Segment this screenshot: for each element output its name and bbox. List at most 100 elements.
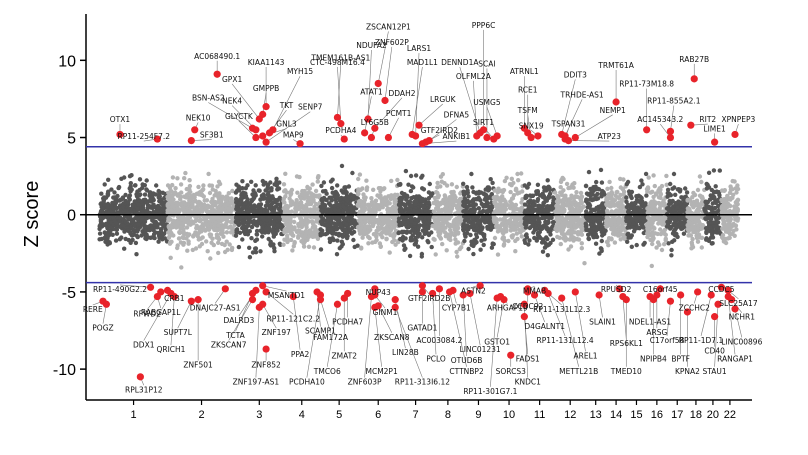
background-point — [665, 187, 671, 192]
background-point — [335, 218, 341, 224]
background-point — [462, 196, 468, 201]
background-point — [299, 203, 305, 208]
background-point — [206, 171, 211, 177]
background-point — [236, 206, 242, 212]
background-point — [584, 227, 589, 233]
background-point — [657, 206, 662, 211]
background-point — [364, 230, 369, 236]
background-point — [413, 173, 419, 178]
background-point — [247, 245, 252, 250]
background-point — [186, 209, 191, 214]
background-point — [371, 187, 376, 192]
background-point — [686, 215, 692, 220]
background-point — [546, 193, 552, 199]
background-point — [485, 226, 490, 231]
background-point — [148, 196, 153, 202]
background-point — [400, 215, 405, 220]
background-point — [348, 221, 353, 226]
background-point — [655, 231, 660, 237]
background-point — [168, 255, 173, 260]
background-point — [314, 218, 320, 223]
background-point — [519, 171, 524, 176]
background-point — [692, 202, 697, 207]
background-point — [653, 191, 659, 196]
background-point — [571, 219, 577, 224]
background-point — [314, 230, 319, 236]
background-point — [659, 247, 665, 253]
background-point — [498, 228, 503, 233]
background-point — [224, 239, 229, 244]
background-point — [435, 180, 440, 186]
background-point — [294, 198, 299, 203]
background-point — [224, 197, 229, 202]
background-point — [535, 189, 540, 194]
background-point — [696, 208, 702, 214]
background-point — [536, 218, 541, 223]
background-point — [599, 238, 604, 244]
background-point — [282, 237, 287, 242]
background-point — [391, 234, 396, 240]
background-point — [484, 193, 489, 198]
background-point — [379, 202, 384, 207]
background-point — [403, 168, 409, 174]
background-point — [662, 215, 667, 221]
background-point — [176, 236, 182, 241]
background-point — [123, 219, 128, 225]
background-point — [574, 224, 580, 229]
background-point — [173, 200, 179, 206]
background-point — [264, 196, 270, 201]
background-point — [690, 236, 695, 242]
background-point — [381, 218, 386, 224]
background-point — [654, 208, 660, 213]
background-point — [216, 223, 221, 228]
background-point — [476, 220, 481, 225]
background-point — [171, 218, 176, 223]
background-point — [407, 253, 413, 259]
background-point — [567, 204, 573, 209]
background-point — [672, 222, 677, 228]
background-point — [455, 254, 460, 259]
background-point — [370, 240, 375, 245]
background-point — [122, 246, 127, 251]
background-point — [672, 227, 677, 233]
background-point — [415, 244, 421, 249]
background-point — [642, 240, 647, 246]
background-point — [161, 223, 166, 229]
background-point — [270, 200, 275, 206]
background-point — [542, 188, 547, 193]
background-point — [587, 203, 593, 208]
background-point — [576, 220, 581, 225]
background-point — [309, 231, 314, 236]
background-point — [298, 200, 304, 205]
background-point — [548, 232, 553, 237]
background-point — [187, 198, 192, 203]
background-point — [658, 195, 663, 200]
background-point — [646, 229, 651, 234]
background-point — [500, 236, 506, 241]
background-point — [310, 182, 315, 187]
background-point — [544, 198, 549, 203]
background-point — [357, 218, 363, 223]
background-point — [268, 239, 273, 244]
background-point — [243, 186, 248, 191]
background-point — [535, 198, 540, 204]
background-point — [476, 214, 481, 219]
background-point — [440, 241, 445, 247]
background-point — [356, 191, 361, 196]
background-point — [566, 231, 571, 236]
background-point — [461, 181, 466, 186]
background-point — [345, 230, 350, 235]
background-point — [451, 198, 457, 204]
background-point — [586, 169, 592, 175]
background-point — [214, 232, 220, 237]
background-point — [482, 202, 487, 208]
background-point — [451, 202, 457, 208]
background-point — [586, 236, 591, 241]
background-point — [695, 187, 701, 193]
background-point — [685, 206, 691, 211]
background-point — [321, 180, 327, 185]
background-point — [493, 209, 499, 214]
background-point — [169, 230, 174, 236]
background-point — [545, 178, 550, 183]
background-point — [471, 220, 476, 225]
